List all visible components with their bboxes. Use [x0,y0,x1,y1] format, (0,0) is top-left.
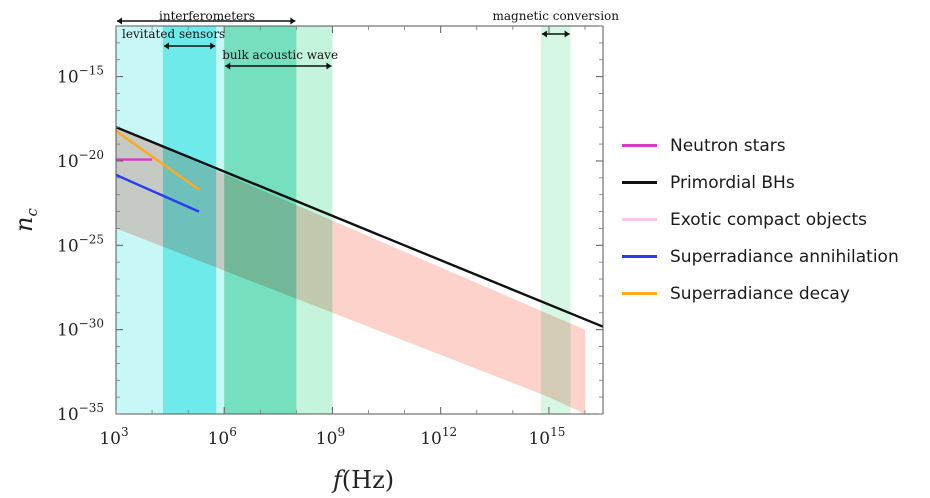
band-overlap [224,26,297,414]
arrowhead-levitated-sensors [163,42,169,50]
arrowhead-interferometers [117,17,122,25]
y-tick-label: 10−30 [57,317,104,341]
x-tick-label: 103 [99,425,128,449]
legend-item-exotic-compact-objects: Exotic compact objects [622,201,927,238]
y-tick-label: 10−15 [57,64,104,88]
band-label-layer: interferometers levitated sensors bulk aco… [117,9,619,70]
legend-item-neutron-stars: Neutron stars [622,127,927,164]
tick-layer: 103 106 109 1012 1015 10−15 10−20 10−25 10−30 10−… [57,25,603,449]
series-superradiance-decay [115,130,200,191]
series-superradiance-annihilation [115,173,200,213]
arrowhead-bulk-acoustic-wave [326,62,332,70]
legend-item-primordial-bhs: Primordial BHs [622,164,927,201]
arrowhead-magnetic-conversion [541,30,547,38]
x-tick-label: 1012 [420,425,457,449]
band-label-levitated-sensors: levitated sensors [122,27,225,41]
band-layer [116,26,571,414]
legend: Neutron stars Primordial BHs Exotic comp… [622,127,927,312]
series-primordial-bhs [115,126,604,328]
y-tick-label: 10−25 [57,232,104,256]
arrowhead-magnetic-conversion [564,30,570,38]
series-layer [115,126,604,328]
x-tick-label: 106 [208,425,237,449]
legend-label: Exotic compact objects [670,209,867,230]
legend-swatch [622,255,657,258]
band-label-magnetic-conversion: magnetic conversion [493,9,620,23]
legend-swatch [622,181,657,184]
arrowhead-levitated-sensors [210,42,216,50]
arrowhead-bulk-acoustic-wave [225,62,231,70]
legend-label: Superradiance annihilation [670,246,899,267]
arrowhead-interferometers [290,17,296,25]
legend-item-superradiance-decay: Superradiance decay [622,275,927,312]
band-magnetic-conversion [540,26,571,414]
legend-swatch [622,218,657,221]
x-tick-label: 1015 [528,425,565,449]
legend-swatch [622,292,657,295]
legend-label: Neutron stars [670,135,786,156]
x-axis-title: f(Hz) [331,466,394,494]
y-axis-title: nc [10,207,41,231]
legend-swatch [622,144,657,147]
band-label-bulk-acoustic-wave: bulk acoustic wave [222,48,338,62]
legend-label: Primordial BHs [670,172,795,193]
y-tick-label: 10−20 [57,148,104,172]
band-levitated-sensors [162,26,217,414]
band-label-interferometers: interferometers [159,9,255,23]
y-tick-label: 10−35 [57,401,104,425]
x-tick-label: 109 [316,425,345,449]
legend-item-superradiance-annihilation: Superradiance annihilation [622,238,927,275]
legend-label: Superradiance decay [670,283,850,304]
plot-frame [115,25,604,415]
